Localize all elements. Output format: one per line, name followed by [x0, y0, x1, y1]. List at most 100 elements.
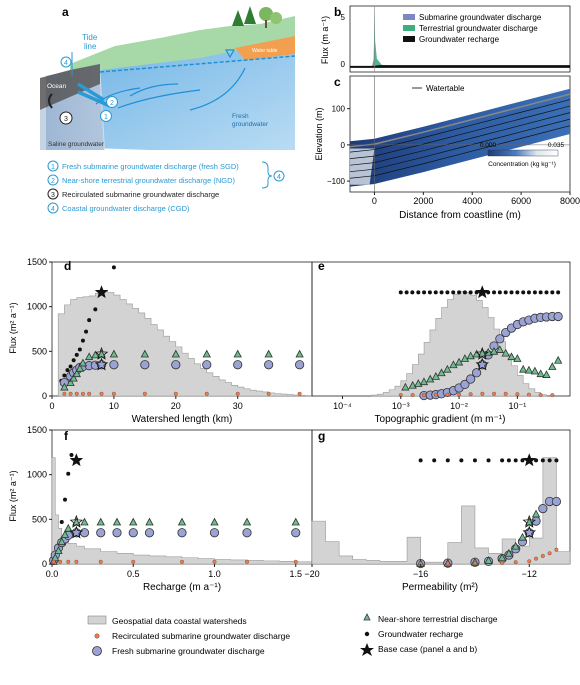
ngd-point-15 [295, 349, 304, 358]
recharge-point-14 [554, 458, 559, 463]
recharge-point-19 [509, 290, 514, 295]
panel-c-plot [349, 76, 571, 192]
fresh-point-9 [472, 368, 482, 378]
fresh-point-8 [466, 374, 476, 384]
marker-3-label: 3 [64, 116, 68, 123]
panel-letter-f: f [64, 429, 69, 443]
star-point-0 [94, 285, 109, 299]
fresh-point-13 [233, 360, 243, 370]
fresh-point-12 [202, 360, 212, 370]
legend-star-label: Base case (panel a and b) [378, 644, 477, 654]
recharge-point-13 [547, 458, 552, 463]
legend-num-3: 3 [51, 192, 55, 199]
ngd-point-2 [69, 373, 78, 382]
panel-c-ylabel: Elevation (m) [314, 107, 324, 160]
streamline-0 [349, 99, 571, 153]
panel-d: d 0 10 20 30 0 500 1000 1500 Flux (m² a⁻¹) Wate… [8, 257, 313, 425]
aquifer-fresh [70, 40, 295, 150]
recharge-point-9 [87, 318, 92, 323]
panel-letter-b: b [334, 5, 341, 19]
legend-star-symbol [360, 643, 374, 656]
ngd-point-15 [291, 517, 300, 526]
xtick-label-1: −16 [413, 569, 428, 579]
panel-c-legend-label: Watertable [426, 84, 465, 93]
ngd-point-5 [64, 523, 73, 532]
fresh-point-11 [144, 528, 155, 538]
recharge-point-5 [74, 352, 79, 357]
fresh-point-7 [460, 379, 470, 389]
panel-letter-e: e [318, 259, 325, 273]
tide-line-label-1: Tide [82, 33, 98, 42]
recirc-point-0 [62, 391, 67, 396]
recharge-point-0 [398, 290, 403, 295]
ytick-label-0: 0 [42, 391, 47, 401]
ytick-label-0: 0 [42, 559, 47, 569]
recharge-point-5 [427, 290, 432, 295]
ngd-point-4 [497, 553, 507, 562]
star-point-2 [94, 357, 109, 371]
fresh-point-12 [177, 528, 187, 538]
panel-g: g −20 −16 −12 Permeability (m²) [304, 429, 571, 593]
panel-a-legend: 1 Fresh submarine groundwater discharge … [47, 160, 285, 214]
recharge-point-3 [416, 290, 421, 295]
unsaturated-zone [235, 36, 295, 60]
marker-3 [59, 111, 73, 125]
panel-c: c Watertable 0.000 0.035 Concentration (… [314, 75, 580, 221]
recharge-point-20 [515, 290, 520, 295]
panel-a: a Tide line Water table Ocean 4 [40, 5, 296, 214]
recharge-point-7 [506, 458, 511, 463]
panel-letter-a: a [62, 5, 69, 19]
recharge-point-23 [532, 290, 537, 295]
streamline-2 [349, 112, 571, 166]
recirc-point-5 [527, 559, 532, 564]
legend-hist-swatch [87, 615, 107, 625]
recirc-point-10 [515, 392, 520, 397]
marker-4-coast [60, 56, 72, 68]
recharge-point-8 [513, 458, 518, 463]
colorbar-tick-0: 0.000 [480, 142, 497, 149]
fresh-point-9 [531, 516, 541, 526]
legend-ngd-symbol [363, 613, 371, 621]
watertable-line [349, 93, 571, 148]
histogram [311, 457, 571, 565]
ngd-point-6 [84, 352, 94, 361]
ngd-point-13 [233, 349, 242, 358]
recharge-point-10 [93, 307, 98, 312]
recirc-point-9 [554, 547, 559, 552]
streamline-3 [349, 118, 571, 173]
fresh-point-10 [140, 360, 150, 370]
fresh-point-10 [538, 504, 548, 514]
ngd-point-9 [112, 517, 122, 526]
ngd-point-9 [531, 509, 541, 518]
ngd-point-7 [518, 532, 527, 541]
ngd-point-10 [140, 349, 150, 358]
fresh-point-9 [112, 528, 122, 538]
star-point-1 [475, 346, 490, 360]
recirc-point-7 [540, 554, 545, 558]
panel-b-frame [349, 5, 571, 73]
legend-num-4: 4 [51, 206, 55, 213]
histogram [57, 290, 313, 397]
aquifer-domain [350, 88, 570, 187]
ytick-label-1: 500 [32, 346, 47, 356]
fresh-point-14 [264, 360, 274, 370]
fresh-point-9 [109, 360, 119, 370]
star-point-0 [69, 453, 84, 467]
ngd-point-18 [507, 352, 516, 361]
histogram [51, 457, 313, 565]
recharge-point-2 [65, 368, 70, 373]
panel-d-plot: 0 10 20 30 0 500 1000 1500 [27, 257, 313, 411]
recharge-point-12 [111, 265, 116, 270]
recharge-point-21 [521, 290, 526, 295]
ytick-label-2: 1000 [27, 470, 47, 480]
ngd-point-7 [80, 517, 89, 526]
recharge-point-12 [540, 458, 545, 463]
panel-f-plot: 0.0 0.5 1.0 1.5 0 500 1000 1500 [27, 425, 313, 579]
panel-b-plot [350, 6, 570, 72]
ngd-point-4 [60, 530, 70, 538]
recharge-point-8 [84, 329, 89, 334]
recirc-point-1 [445, 561, 450, 566]
recharge-point-3 [459, 458, 464, 463]
legend-recirc: Recirculated submarine groundwater disch… [62, 190, 219, 199]
panel-c-xlabel: Distance from coastline (m) [399, 210, 521, 221]
